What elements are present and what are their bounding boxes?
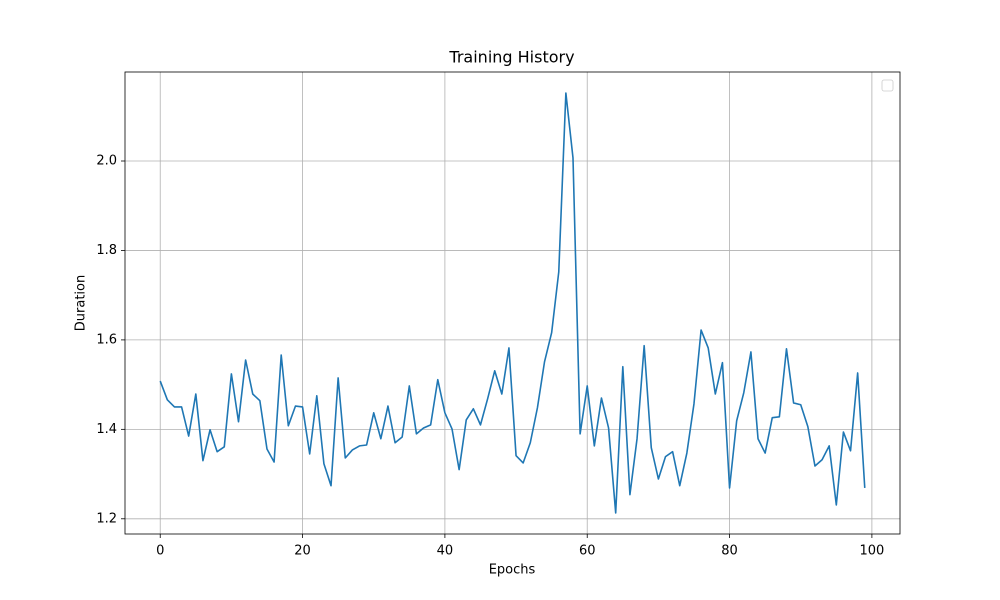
x-tick-label: 0 (156, 544, 164, 559)
x-tick-label: 60 (579, 544, 596, 559)
data-line (159, 92, 866, 514)
x-tick-label: 100 (859, 544, 884, 559)
y-tick-label: 2.0 (96, 154, 117, 169)
legend-box (881, 79, 894, 92)
y-tick-label: 1.6 (96, 332, 117, 347)
y-tick-label: 1.4 (96, 422, 117, 437)
x-tick-label: 40 (437, 544, 454, 559)
x-tick-label: 20 (294, 544, 311, 559)
y-tick-label: 1.2 (96, 511, 117, 526)
plot-frame (124, 71, 901, 535)
x-tick-label: 80 (721, 544, 738, 559)
y-axis-label: Duration (74, 275, 89, 331)
chart-title: Training History (448, 48, 574, 67)
x-axis-label: Epochs (489, 563, 536, 578)
y-tick-label: 1.8 (96, 243, 117, 258)
